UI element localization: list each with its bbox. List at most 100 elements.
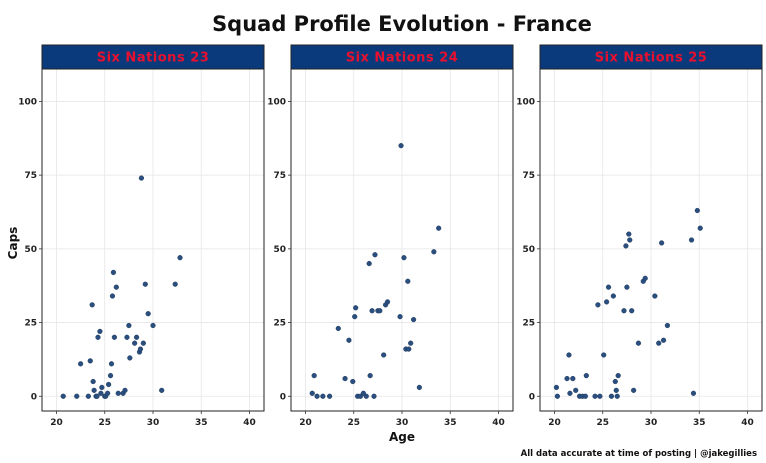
scatter-point [111,334,117,340]
scatter-point [573,387,579,393]
scatter-point [642,275,648,281]
scatter-point [335,325,341,332]
facet-strip [41,44,265,70]
scatter-point [85,393,91,399]
x-tick-label: 40 [741,418,754,428]
scatter-point [140,340,146,346]
scatter-point [350,378,356,385]
scatter-point [159,387,165,393]
scatter-point [621,308,627,314]
scatter-point [89,302,95,308]
y-axis-title: Caps [6,227,20,260]
x-tick-label: 30 [396,418,409,428]
x-axis-title: Age [389,430,415,444]
y-tick-label: 0 [280,392,286,402]
scatter-point [346,337,352,343]
scatter-point [99,384,105,391]
scatter-point [582,393,588,399]
x-tick-label: 25 [596,418,609,428]
scatter-point [371,393,377,399]
scatter-point [652,293,658,299]
scatter-point [631,387,637,393]
x-tick-label: 40 [243,418,256,428]
scatter-point [372,252,378,258]
scatter-point [626,231,632,237]
x-tick-label: 25 [347,418,360,428]
scatter-point [613,387,619,393]
y-tick-label: 100 [516,97,535,107]
scatter-point [113,284,119,290]
scatter-point [615,373,621,379]
scatter-point [150,322,156,329]
x-tick-label: 35 [444,418,457,428]
scatter-point [697,225,703,231]
facet-panel-1: Six Nations 23 0 25 50 75 100 20 25 30 35 40 [18,44,265,428]
y-tick-label: 75 [522,171,535,181]
y-tick-label: 25 [24,319,37,329]
scatter-point [629,308,635,314]
scatter-point [592,393,598,399]
x-tick-label: 20 [299,418,312,428]
scatter-point [384,299,391,305]
scatter-point [431,249,437,255]
scatter-point [553,384,560,391]
scatter-point [138,175,145,181]
y-tick-label: 50 [522,245,535,255]
scatter-point [627,237,633,243]
y-tick-label: 50 [24,245,37,255]
x-tick-label: 20 [50,418,63,428]
scatter-point [342,375,348,382]
scatter-point [309,390,315,396]
scatter-point [110,269,117,276]
scatter-point [87,358,93,364]
facet-strip-label: Six Nations 24 [346,51,459,66]
chart-title: Squad Profile Evolution - France [212,12,592,36]
scatter-point [664,322,671,329]
scatter-point [90,378,96,385]
scatter-point [177,255,183,261]
scatter-point [605,284,612,290]
y-tick-label: 100 [267,97,286,107]
x-tick-label: 35 [693,418,706,428]
scatter-point [105,381,112,388]
scatter-point [327,393,333,399]
scatter-point [624,284,630,290]
scatter-point [597,393,603,399]
scatter-point [408,340,414,346]
chart-caption: All data accurate at time of posting | @… [521,449,757,459]
scatter-point [612,378,618,385]
scatter-point [659,240,665,246]
scatter-point [381,352,387,358]
scatter-point [366,260,372,267]
scatter-point [132,340,138,346]
scatter-point [352,314,358,320]
scatter-point [623,243,629,249]
scatter-point [97,328,103,334]
scatter-point [410,317,417,323]
scatter-point [401,255,407,261]
scatter-point [608,393,615,399]
scatter-point [660,337,667,343]
x-tick-label: 25 [98,418,111,428]
scatter-point [397,314,403,320]
scatter-point [367,373,373,379]
scatter-point [127,355,133,361]
scatter-point [610,293,616,299]
scatter-point [377,308,383,314]
x-tick-label: 40 [492,418,505,428]
scatter-point [124,334,130,340]
scatter-point [98,390,104,396]
scatter-point [406,346,412,352]
scatter-point [115,390,121,396]
scatter-point [416,384,422,391]
scatter-point [564,375,570,382]
scatter-point [133,334,140,340]
scatter-point [145,311,151,317]
scatter-point [172,281,178,287]
scatter-point [566,352,572,358]
y-tick-label: 0 [31,392,37,402]
scatter-point [583,373,589,379]
y-tick-label: 25 [273,319,286,329]
scatter-point [405,278,411,284]
facet-strip-label: Six Nations 23 [97,51,210,66]
